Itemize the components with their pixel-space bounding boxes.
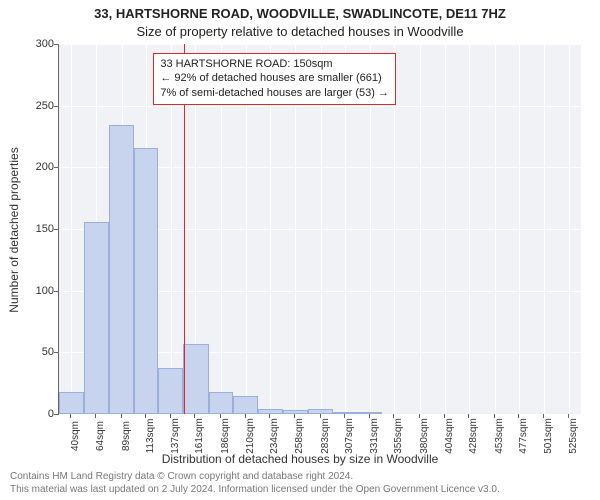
xtick-label: 525sqm — [568, 418, 579, 454]
xtick-label: 428sqm — [468, 418, 479, 454]
annotation-box: 33 HARTSHORNE ROAD: 150sqm← 92% of detac… — [153, 53, 396, 106]
xtick-label: 477sqm — [518, 418, 529, 454]
histogram-bar — [258, 409, 283, 414]
gridline-v — [445, 44, 446, 414]
xtick-mark — [344, 414, 345, 418]
xtick-mark — [468, 414, 469, 418]
ytick-mark — [54, 44, 58, 45]
histogram-bar — [233, 396, 258, 415]
gridline-v — [495, 44, 496, 414]
annotation-line1: 33 HARTSHORNE ROAD: 150sqm — [160, 57, 389, 72]
ytick-mark — [54, 352, 58, 353]
title-address: 33, HARTSHORNE ROAD, WOODVILLE, SWADLINC… — [0, 6, 600, 21]
xtick-mark — [568, 414, 569, 418]
chart-container: 33, HARTSHORNE ROAD, WOODVILLE, SWADLINC… — [0, 0, 600, 500]
xtick-label: 380sqm — [419, 418, 430, 454]
footer-line1: Contains HM Land Registry data © Crown c… — [10, 471, 590, 484]
xtick-label: 89sqm — [121, 421, 132, 451]
gridline-v — [71, 44, 72, 414]
xtick-label: 64sqm — [95, 421, 106, 451]
ytick-mark — [54, 291, 58, 292]
gridline-v — [569, 44, 570, 414]
histogram-bar — [84, 222, 110, 414]
xtick-mark — [269, 414, 270, 418]
ytick-label: 300 — [22, 38, 54, 50]
xtick-label: 501sqm — [543, 418, 554, 454]
xtick-label: 161sqm — [194, 418, 205, 454]
footer-line2: This material was last updated on 2 July… — [10, 484, 590, 497]
xtick-label: 113sqm — [145, 419, 156, 454]
histogram-bar — [134, 148, 159, 414]
xtick-mark — [70, 414, 71, 418]
xtick-mark — [419, 414, 420, 418]
ytick-mark — [54, 229, 58, 230]
histogram-bar — [183, 344, 209, 414]
ytick-mark — [54, 106, 58, 107]
histogram-bar — [158, 368, 183, 414]
xtick-mark — [294, 414, 295, 418]
xtick-label: 258sqm — [294, 418, 305, 454]
xtick-mark — [245, 414, 246, 418]
histogram-bar — [209, 392, 234, 414]
footer-attribution: Contains HM Land Registry data © Crown c… — [10, 471, 590, 496]
xtick-label: 355sqm — [393, 418, 404, 454]
xtick-label: 453sqm — [494, 418, 505, 454]
xtick-label: 137sqm — [170, 418, 181, 454]
ytick-label: 100 — [22, 285, 54, 297]
xtick-label: 283sqm — [320, 418, 331, 454]
xtick-mark — [220, 414, 221, 418]
title-subtitle: Size of property relative to detached ho… — [0, 24, 600, 39]
xtick-mark — [170, 414, 171, 418]
x-axis-label: Distribution of detached houses by size … — [0, 452, 600, 466]
xtick-mark — [393, 414, 394, 418]
xtick-label: 234sqm — [269, 418, 280, 454]
xtick-mark — [369, 414, 370, 418]
histogram-bar — [283, 410, 309, 414]
histogram-bar — [308, 409, 333, 414]
ytick-mark — [54, 167, 58, 168]
xtick-mark — [145, 414, 146, 418]
histogram-bar — [109, 125, 134, 414]
xtick-mark — [494, 414, 495, 418]
ytick-mark — [54, 414, 58, 415]
plot-area: 33 HARTSHORNE ROAD: 150sqm← 92% of detac… — [58, 44, 581, 415]
gridline-v — [544, 44, 545, 414]
gridline-v — [519, 44, 520, 414]
gridline-v — [469, 44, 470, 414]
xtick-mark — [444, 414, 445, 418]
ytick-label: 200 — [22, 161, 54, 173]
ytick-label: 50 — [22, 346, 54, 358]
xtick-mark — [518, 414, 519, 418]
xtick-label: 40sqm — [70, 421, 81, 451]
xtick-label: 404sqm — [444, 418, 455, 454]
xtick-mark — [543, 414, 544, 418]
xtick-mark — [320, 414, 321, 418]
xtick-label: 331sqm — [369, 418, 380, 454]
annotation-line2: ← 92% of detached houses are smaller (66… — [160, 71, 389, 86]
xtick-label: 307sqm — [344, 418, 355, 454]
xtick-label: 210sqm — [245, 418, 256, 454]
annotation-line3: 7% of semi-detached houses are larger (5… — [160, 86, 389, 101]
xtick-mark — [95, 414, 96, 418]
gridline-v — [420, 44, 421, 414]
xtick-label: 186sqm — [220, 418, 231, 454]
histogram-bar — [59, 392, 84, 414]
ytick-label: 150 — [22, 223, 54, 235]
ytick-label: 0 — [22, 408, 54, 420]
ytick-label: 250 — [22, 100, 54, 112]
y-axis-label: Number of detached properties — [7, 147, 21, 312]
xtick-mark — [121, 414, 122, 418]
xtick-mark — [194, 414, 195, 418]
